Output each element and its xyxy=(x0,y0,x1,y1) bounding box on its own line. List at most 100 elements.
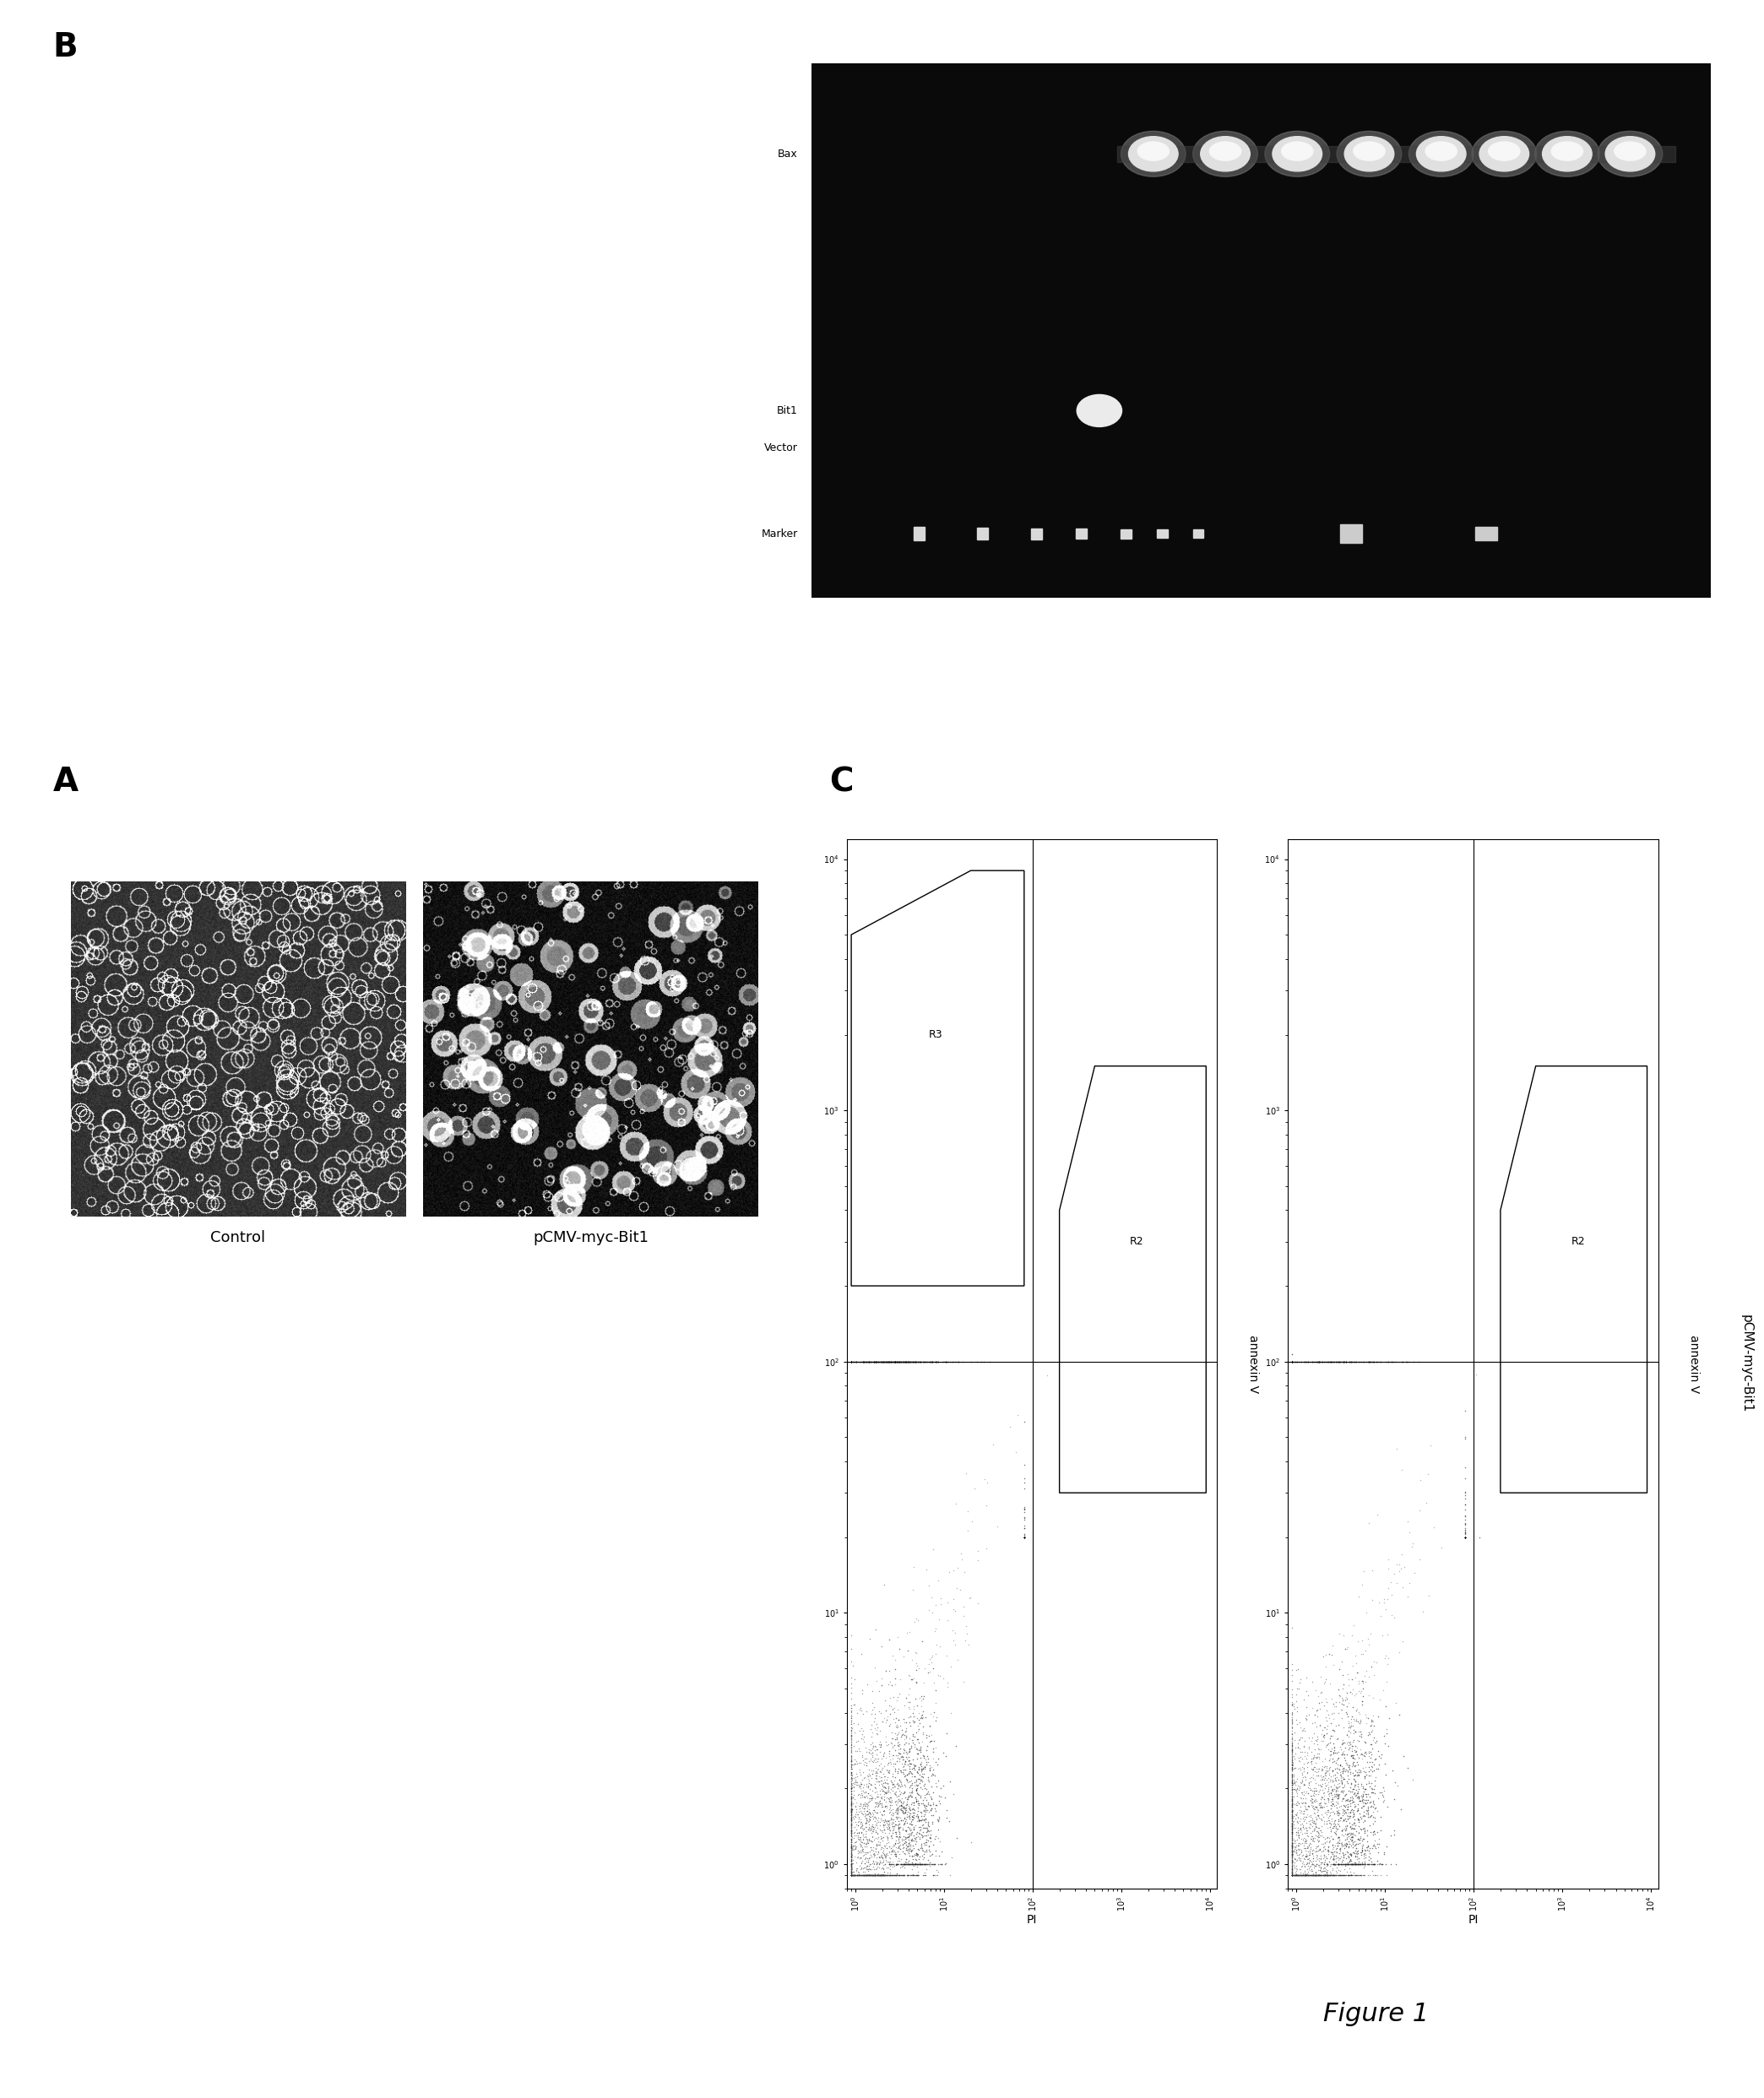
Point xyxy=(864,1859,893,1892)
Point xyxy=(1279,1758,1307,1792)
Point xyxy=(1328,1754,1357,1787)
Point xyxy=(900,1785,928,1819)
Point xyxy=(1286,1815,1314,1848)
Point xyxy=(875,1829,903,1863)
Point xyxy=(1346,1754,1374,1787)
Point xyxy=(903,1785,931,1819)
Point xyxy=(1318,1683,1346,1716)
Point xyxy=(871,1790,900,1823)
Point xyxy=(1284,1859,1312,1892)
Point xyxy=(1311,1779,1339,1813)
X-axis label: PI: PI xyxy=(1468,1913,1478,1926)
Point xyxy=(903,1838,931,1871)
Point xyxy=(1279,1850,1307,1884)
Point xyxy=(1344,1827,1372,1861)
Point xyxy=(1349,1775,1378,1808)
Point xyxy=(917,1779,946,1813)
Point xyxy=(843,1798,871,1832)
Point xyxy=(840,1859,868,1892)
Point xyxy=(908,1701,937,1735)
Point xyxy=(886,1859,914,1892)
Point xyxy=(1312,1685,1341,1718)
Point xyxy=(1330,1345,1358,1378)
Point xyxy=(1314,1345,1342,1378)
Point xyxy=(1305,1693,1334,1727)
Point xyxy=(882,1800,910,1834)
Point xyxy=(1318,1787,1346,1821)
Point xyxy=(1279,1345,1307,1378)
Point xyxy=(1341,1859,1369,1892)
Point xyxy=(870,1737,898,1771)
Point xyxy=(910,1777,938,1811)
Point xyxy=(838,1808,866,1842)
Point xyxy=(928,1345,956,1378)
Point xyxy=(1339,1672,1367,1706)
Point xyxy=(1346,1859,1374,1892)
Point xyxy=(838,1785,866,1819)
Point xyxy=(850,1859,878,1892)
Point xyxy=(1328,1775,1357,1808)
Point xyxy=(838,1844,866,1878)
Point xyxy=(1328,1735,1357,1769)
Point xyxy=(893,1834,921,1867)
Point xyxy=(877,1859,905,1892)
Point xyxy=(889,1846,917,1880)
Point xyxy=(1011,1521,1039,1555)
Point xyxy=(1282,1859,1311,1892)
Point xyxy=(1293,1800,1321,1834)
Point xyxy=(838,1699,866,1733)
Point xyxy=(840,1775,868,1808)
Point xyxy=(838,1748,866,1781)
Point xyxy=(912,1811,940,1844)
Point xyxy=(898,1345,926,1378)
Point xyxy=(1318,1859,1346,1892)
Point xyxy=(838,1859,866,1892)
Point xyxy=(898,1846,926,1880)
Point xyxy=(1293,1746,1321,1779)
Point xyxy=(1381,1764,1409,1798)
Point xyxy=(848,1345,877,1378)
Point xyxy=(848,1756,877,1790)
Point xyxy=(1344,1756,1372,1790)
Point xyxy=(1353,1653,1381,1687)
Point xyxy=(1279,1773,1307,1806)
Point xyxy=(1325,1345,1353,1378)
Point xyxy=(903,1792,931,1825)
Point xyxy=(896,1708,924,1741)
Point xyxy=(1323,1775,1351,1808)
Point xyxy=(1330,1796,1358,1829)
Point xyxy=(1344,1836,1372,1869)
Point xyxy=(877,1689,905,1722)
Point xyxy=(889,1796,917,1829)
Point xyxy=(1360,1743,1388,1777)
Point xyxy=(1307,1754,1335,1787)
Point xyxy=(917,1821,946,1855)
Point xyxy=(866,1813,894,1846)
Point xyxy=(850,1720,878,1754)
Point xyxy=(1374,1641,1402,1674)
Point xyxy=(843,1345,871,1378)
Point xyxy=(877,1680,905,1714)
Point xyxy=(889,1859,917,1892)
Point xyxy=(1281,1773,1309,1806)
Point xyxy=(1348,1829,1376,1863)
Point xyxy=(1452,1521,1480,1555)
Point xyxy=(1279,1808,1307,1842)
Point xyxy=(1330,1710,1358,1743)
Point xyxy=(1452,1521,1480,1555)
Point xyxy=(891,1838,919,1871)
Point xyxy=(900,1848,928,1882)
Point xyxy=(1279,1825,1307,1859)
Point xyxy=(1293,1846,1321,1880)
Point xyxy=(840,1649,868,1683)
Point xyxy=(1279,1859,1307,1892)
Point xyxy=(848,1817,877,1850)
Point xyxy=(1011,1521,1039,1555)
Point xyxy=(1293,1754,1321,1787)
Point xyxy=(910,1859,938,1892)
Point xyxy=(1381,1846,1409,1880)
Point xyxy=(1355,1846,1383,1880)
Point xyxy=(1307,1733,1335,1767)
Point xyxy=(1279,1821,1307,1855)
Point xyxy=(1304,1345,1332,1378)
